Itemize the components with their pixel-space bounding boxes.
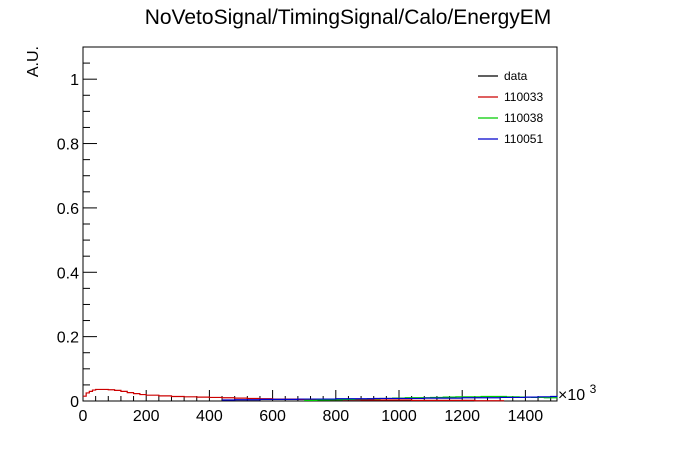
y-tick-label: 1 xyxy=(70,72,79,89)
x-tick-label: 800 xyxy=(322,408,349,425)
y-axis: 0 0.2 0.4 0.6 0.8 1 xyxy=(57,46,97,411)
series-line-110051 xyxy=(222,395,558,401)
y-tick-label: 0.6 xyxy=(57,201,79,218)
legend-entry-label: data xyxy=(504,69,528,83)
y-tick-label: 0 xyxy=(70,394,79,411)
x-multiplier-base: ×10 xyxy=(558,387,585,404)
legend-entry-label: 110038 xyxy=(504,111,543,125)
x-multiplier-exponent: 3 xyxy=(590,382,597,396)
x-tick-label: 600 xyxy=(259,408,286,425)
y-tick-label: 0.4 xyxy=(57,265,79,282)
x-tick-label: 1000 xyxy=(381,408,417,425)
x-tick-label: 1200 xyxy=(444,408,480,425)
series-line-110033 xyxy=(83,388,505,402)
x-tick-label: 1400 xyxy=(508,408,544,425)
legend: data 110033 110038 110051 xyxy=(478,69,543,146)
legend-entry-label: 110051 xyxy=(504,132,543,146)
plot-frame xyxy=(82,46,558,402)
x-axis: 0 200 400 600 800 1000 1200 1400 xyxy=(79,390,552,425)
y-axis-label: A.U. xyxy=(25,46,42,77)
y-tick-label: 0.8 xyxy=(57,137,79,154)
y-tick-label: 0.2 xyxy=(57,330,79,347)
x-tick-label: 0 xyxy=(79,408,88,425)
x-axis-multiplier: ×10 3 xyxy=(558,382,597,404)
chart-title: NoVetoSignal/TimingSignal/Calo/EnergyEM xyxy=(145,6,552,29)
legend-entry-label: 110033 xyxy=(504,90,543,104)
x-tick-label: 400 xyxy=(196,408,223,425)
x-tick-label: 200 xyxy=(133,408,160,425)
series-layer xyxy=(83,388,558,402)
